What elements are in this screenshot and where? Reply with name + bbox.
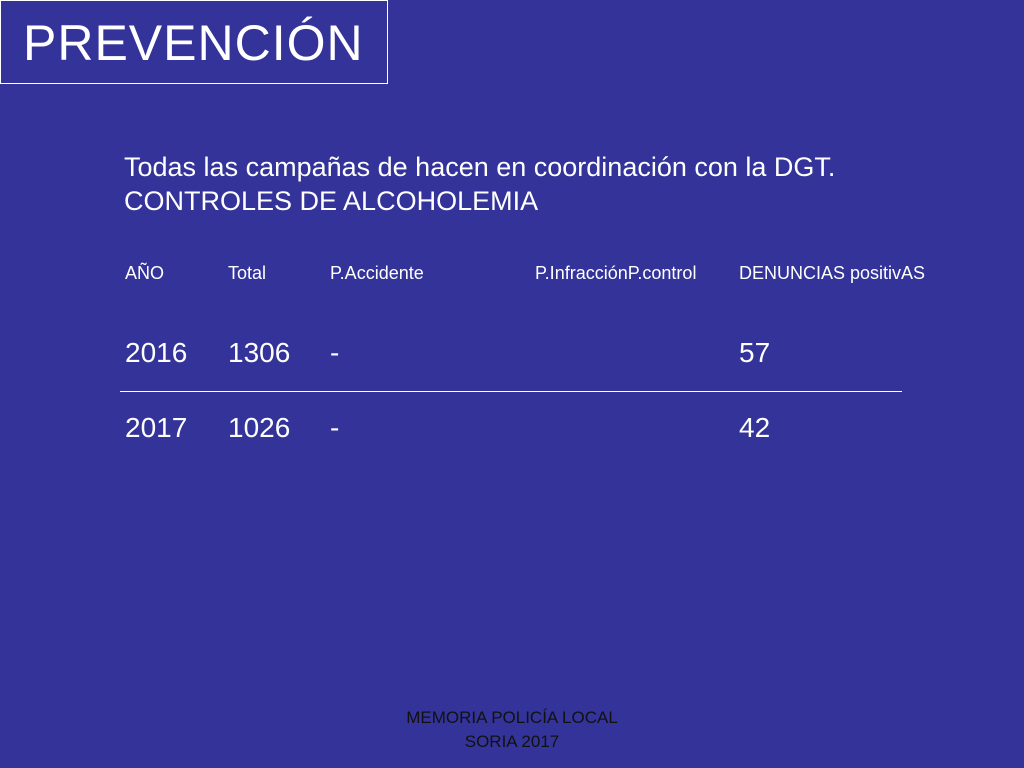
footer-line-2: SORIA 2017 [464,732,560,751]
row-2016-total: 1306 [228,337,291,368]
row-divider [120,391,902,392]
page-title: PREVENCIÓN [23,15,364,71]
row-2017-denuncias: 42 [739,412,771,443]
row-2017-year: 2017 [125,412,188,443]
header-infraction-control: P.InfracciónP.control [535,263,697,283]
header-year: AÑO [125,263,165,283]
title-box: PREVENCIÓN [0,0,388,84]
row-2016-denuncias: 57 [739,337,771,368]
header-total: Total [228,263,267,283]
intro-line-1: Todas las campañas de hacen en coordinac… [124,152,836,182]
footer: MEMORIA POLICÍA LOCAL SORIA 2017 [362,706,662,754]
row-2017-total: 1026 [228,412,291,443]
row-2016-year: 2016 [125,337,188,368]
intro-text: Todas las campañas de hacen en coordinac… [124,150,835,218]
header-denuncias: DENUNCIAS positivAS [739,263,926,283]
header-accident: P.Accidente [330,263,424,283]
intro-line-2: CONTROLES DE ALCOHOLEMIA [124,186,539,216]
footer-line-1: MEMORIA POLICÍA LOCAL [406,708,618,727]
row-2017-accident: - [330,412,340,443]
row-2016-accident: - [330,337,340,368]
